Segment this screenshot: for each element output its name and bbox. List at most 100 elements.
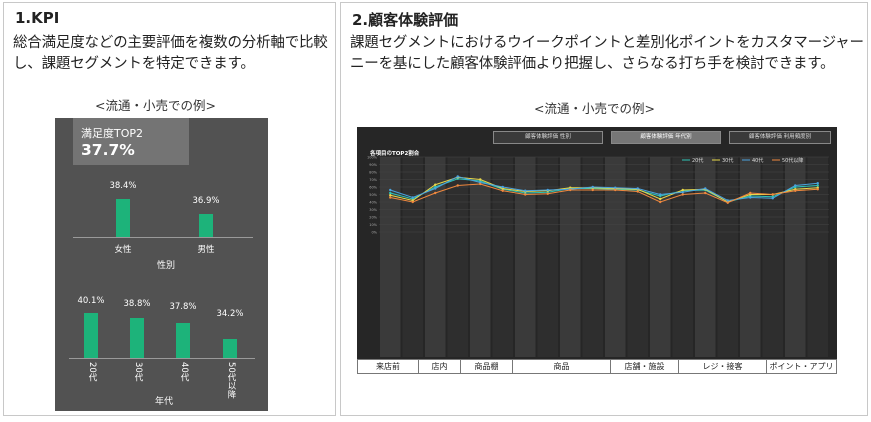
data-point	[614, 186, 617, 189]
data-point	[659, 193, 662, 196]
y-tick-label: 80%	[369, 171, 377, 175]
cx-example-label: <流通・小売での例>	[534, 101, 655, 116]
data-point	[681, 191, 684, 194]
cx-panel-title: 2.顧客体験評価	[352, 11, 459, 29]
stage-cell: 店内	[418, 360, 460, 373]
gender-value-label: 38.4%	[109, 181, 137, 191]
age-bar-30s	[130, 318, 144, 358]
data-point	[456, 184, 459, 187]
tab-frequency[interactable]: 顧客体験評価 利用頻度別	[729, 131, 831, 144]
age-axis-label: 年代	[155, 397, 174, 407]
age-bar-40s	[176, 323, 190, 358]
age-value-label: 40.1%	[77, 296, 105, 306]
stage-cell: 商品棚	[460, 360, 512, 373]
cx-line-chart: 100% 90% 80% 70% 60% 50% 40% 30% 20% 10% 0% 20代 30代 4…	[367, 156, 829, 357]
data-point	[816, 182, 819, 185]
tab-gender[interactable]: 顧客体験評価 性別	[493, 131, 603, 144]
y-tick-label: 20%	[369, 216, 377, 220]
y-tick-label: 70%	[369, 178, 377, 182]
column-stripe	[807, 157, 828, 357]
data-point	[749, 191, 752, 195]
column-stripe	[402, 157, 423, 357]
kpi-example-label: <流通・小売での例>	[95, 98, 216, 113]
legend-label: 20代	[692, 157, 703, 164]
data-point	[411, 196, 414, 199]
cx-panel-description: 課題セグメントにおけるウイークポイントと差別化ポイントをカスタマージャーニーを基…	[350, 35, 864, 72]
age-bar-20s	[84, 313, 98, 358]
stage-cell: 商品	[512, 360, 610, 373]
column-stripe	[717, 157, 738, 357]
data-point	[704, 191, 707, 195]
data-point	[749, 196, 752, 199]
data-point	[636, 190, 639, 193]
data-point	[524, 193, 527, 196]
data-point	[681, 193, 684, 196]
stage-cell: 来店前	[376, 362, 400, 371]
stage-cell: ポイント・アプリ	[766, 360, 836, 373]
column-stripe	[785, 157, 806, 357]
kpi-metric-label: 満足度TOP2	[81, 127, 144, 140]
data-point	[636, 187, 639, 190]
column-stripe	[515, 157, 536, 357]
stage-cell: レジ・接客	[678, 360, 766, 373]
data-point	[501, 189, 504, 192]
data-point	[794, 189, 797, 192]
data-point	[816, 188, 819, 191]
data-point	[681, 188, 684, 192]
data-point	[456, 175, 459, 178]
data-point	[659, 197, 662, 201]
age-category-label: 50代以降	[226, 362, 236, 399]
data-point	[479, 182, 482, 186]
kpi-metric-box: 満足度TOP2 37.7%	[73, 118, 189, 165]
journey-stage-row: 来店前 店内 商品棚 商品 店舗・施設 レジ・接客 ポイント・アプリ	[357, 359, 837, 374]
age-category-label: 40代	[179, 362, 189, 382]
legend-label: 30代	[722, 157, 733, 164]
data-point	[546, 192, 549, 195]
data-point	[524, 189, 527, 192]
data-point	[434, 191, 437, 195]
column-stripe	[605, 157, 626, 357]
column-stripe	[650, 157, 671, 357]
column-stripe	[560, 157, 581, 357]
age-category-label: 30代	[133, 362, 143, 382]
legend-label: 50代以降	[782, 157, 803, 164]
data-point	[614, 188, 617, 192]
y-tick-label: 60%	[369, 186, 377, 190]
series-line	[390, 178, 818, 203]
data-point	[434, 183, 437, 186]
data-point	[389, 188, 392, 192]
legend-label: 40代	[752, 157, 763, 164]
gender-baseline	[73, 237, 253, 238]
tab-age[interactable]: 顧客体験評価 年代別	[611, 131, 721, 144]
data-point	[569, 188, 572, 192]
data-point	[546, 188, 549, 192]
age-value-label: 38.8%	[123, 299, 151, 309]
cx-chart-title: 各項目のTOP2割合	[370, 151, 420, 157]
age-value-label: 37.8%	[169, 302, 197, 312]
column-stripe	[740, 157, 761, 357]
y-tick-label: 10%	[369, 223, 377, 227]
data-point	[726, 199, 729, 202]
column-stripe	[762, 157, 783, 357]
data-point	[591, 188, 594, 192]
column-stripe	[492, 157, 513, 357]
kpi-metric-value: 37.7%	[81, 141, 135, 159]
column-stripe	[447, 157, 468, 357]
column-stripe	[380, 157, 401, 357]
data-point	[816, 184, 819, 187]
gender-axis-label: 性別	[157, 261, 176, 271]
column-stripe	[695, 157, 716, 357]
gender-bar-female	[116, 199, 130, 237]
gender-value-label: 36.9%	[192, 196, 220, 206]
data-point	[771, 193, 774, 196]
data-point	[479, 178, 482, 181]
column-stripe	[627, 157, 648, 357]
kpi-card: 満足度TOP2 37.7% 38.4% 36.9% 女性 男性 性別 40.1%…	[55, 118, 268, 411]
cx-chart-panel: 顧客体験評価 性別 顧客体験評価 年代別 顧客体験評価 利用頻度別 各項目のTO…	[357, 127, 837, 372]
gender-category-label: 男性	[197, 245, 215, 255]
gender-category-label: 女性	[114, 245, 132, 255]
data-point	[659, 200, 662, 204]
kpi-panel-description: 総合満足度などの主要評価を複数の分析軸で比較し、課題セグメントを特定できます。	[13, 35, 328, 72]
age-bar-50s-plus	[223, 339, 237, 358]
y-tick-label: 90%	[369, 163, 377, 167]
